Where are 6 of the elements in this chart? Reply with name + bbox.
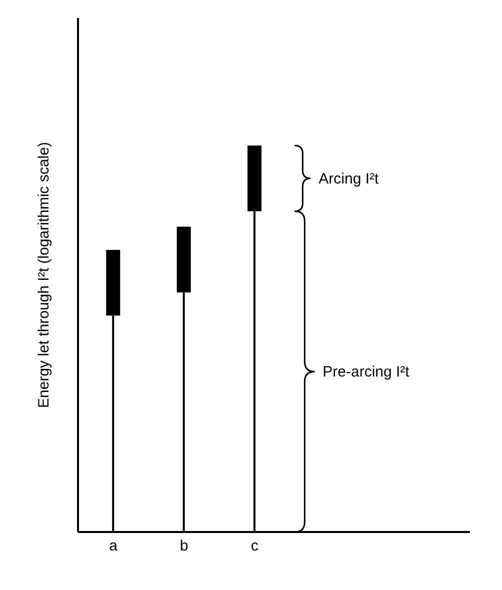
text: Arcing I²t bbox=[318, 170, 380, 188]
x-tick-label: b bbox=[180, 538, 188, 555]
x-tick-label: c bbox=[250, 538, 259, 555]
x-tick-label: a bbox=[109, 538, 118, 555]
y-axis-title: Energy let through I²t (logarithmic scale) bbox=[35, 142, 52, 408]
text: Pre-arcing I²t bbox=[322, 364, 410, 381]
